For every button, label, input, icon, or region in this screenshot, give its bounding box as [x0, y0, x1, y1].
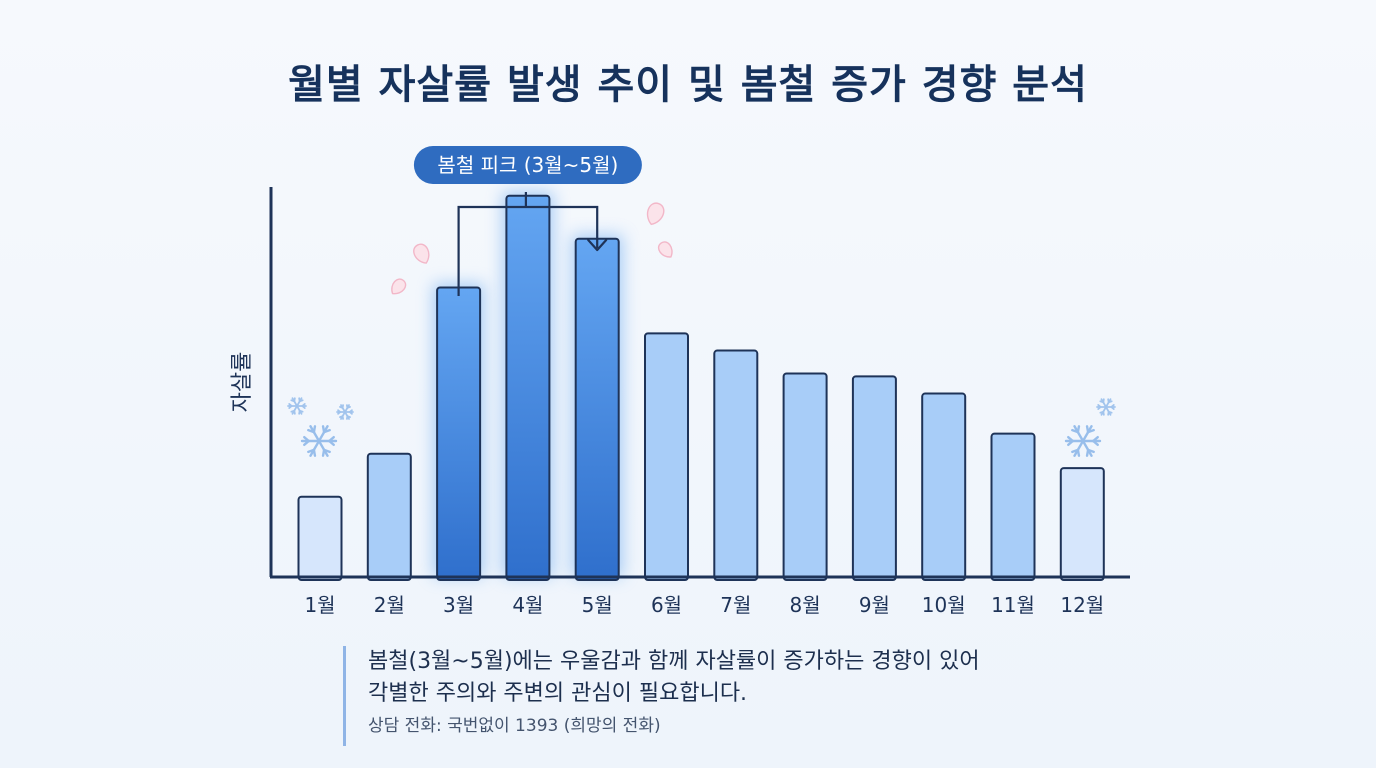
note-line-1: 봄철(3월~5월)에는 우울감과 함께 자살률이 증가하는 경향이 있어	[368, 649, 980, 674]
bar-8	[782, 372, 828, 582]
note-line-2: 각별한 주의와 주변의 관심이 필요합니다.	[368, 681, 748, 706]
snowflake-icon	[1096, 398, 1116, 416]
x-tick-label: 5월	[582, 593, 613, 617]
bars	[297, 194, 1105, 582]
spring-peak-badge-label: 봄철 피크 (3월~5월)	[437, 153, 618, 177]
x-tick-label: 11월	[991, 593, 1035, 617]
info-note: 봄철(3월~5월)에는 우울감과 함께 자살률이 증가하는 경향이 있어 각별한…	[343, 646, 1128, 746]
bar-10	[921, 392, 967, 581]
cherry-blossom-petal-icon	[413, 243, 430, 264]
bar-1	[297, 495, 343, 582]
bar-4	[505, 194, 551, 581]
x-tick-label: 10월	[922, 593, 966, 617]
arrow-down-icon	[587, 238, 608, 252]
x-tick-label: 3월	[443, 593, 474, 617]
snowflake-icon	[1064, 425, 1102, 457]
bar-6	[644, 332, 689, 582]
spring-peak-bracket	[457, 192, 599, 296]
bar-chart: 1월 2월 3월 4월 5월 6월 7월 8월 9월 10월 11월 12월 봄철 피크 (3월~5월…	[230, 146, 1130, 617]
spring-peak-badge	[413, 146, 642, 184]
x-tick-label: 4월	[512, 593, 543, 617]
x-tick-label: 1월	[304, 593, 335, 617]
snowflake-icon	[300, 425, 338, 457]
x-tick-label: 7월	[720, 593, 751, 617]
bar-3	[436, 286, 482, 581]
hotline-text: 상담 전화: 국번없이 1393 (희망의 전화)	[368, 716, 661, 736]
snowflake-icon	[287, 397, 307, 415]
x-tick-label: 9월	[859, 593, 890, 617]
bar-9	[851, 375, 897, 582]
x-tick-label: 8월	[790, 593, 821, 617]
chart-title: 월별 자살률 발생 추이 및 봄철 증가 경향 분석	[288, 62, 1088, 108]
decorations	[287, 202, 1116, 457]
snowflake-icon	[336, 404, 354, 420]
cherry-blossom-petal-icon	[391, 278, 407, 295]
cherry-blossom-petal-icon	[646, 202, 665, 226]
axes	[269, 187, 1130, 579]
bar-12	[1059, 467, 1105, 582]
x-tick-label: 12월	[1060, 593, 1104, 617]
x-tick-label: 6월	[651, 593, 682, 617]
x-tick-labels: 1월 2월 3월 4월 5월 6월 7월 8월 9월 10월 11월 12월	[304, 593, 1104, 617]
cherry-blossom-petal-icon	[657, 241, 673, 258]
bar-2	[366, 452, 412, 582]
bar-5	[574, 237, 620, 581]
bar-7	[713, 349, 759, 581]
x-tick-label: 2월	[374, 593, 405, 617]
bar-11	[990, 432, 1036, 581]
y-axis-label: 자살률	[230, 352, 255, 413]
spring-peak-highlight: 봄철 피크 (3월~5월)	[413, 146, 642, 296]
